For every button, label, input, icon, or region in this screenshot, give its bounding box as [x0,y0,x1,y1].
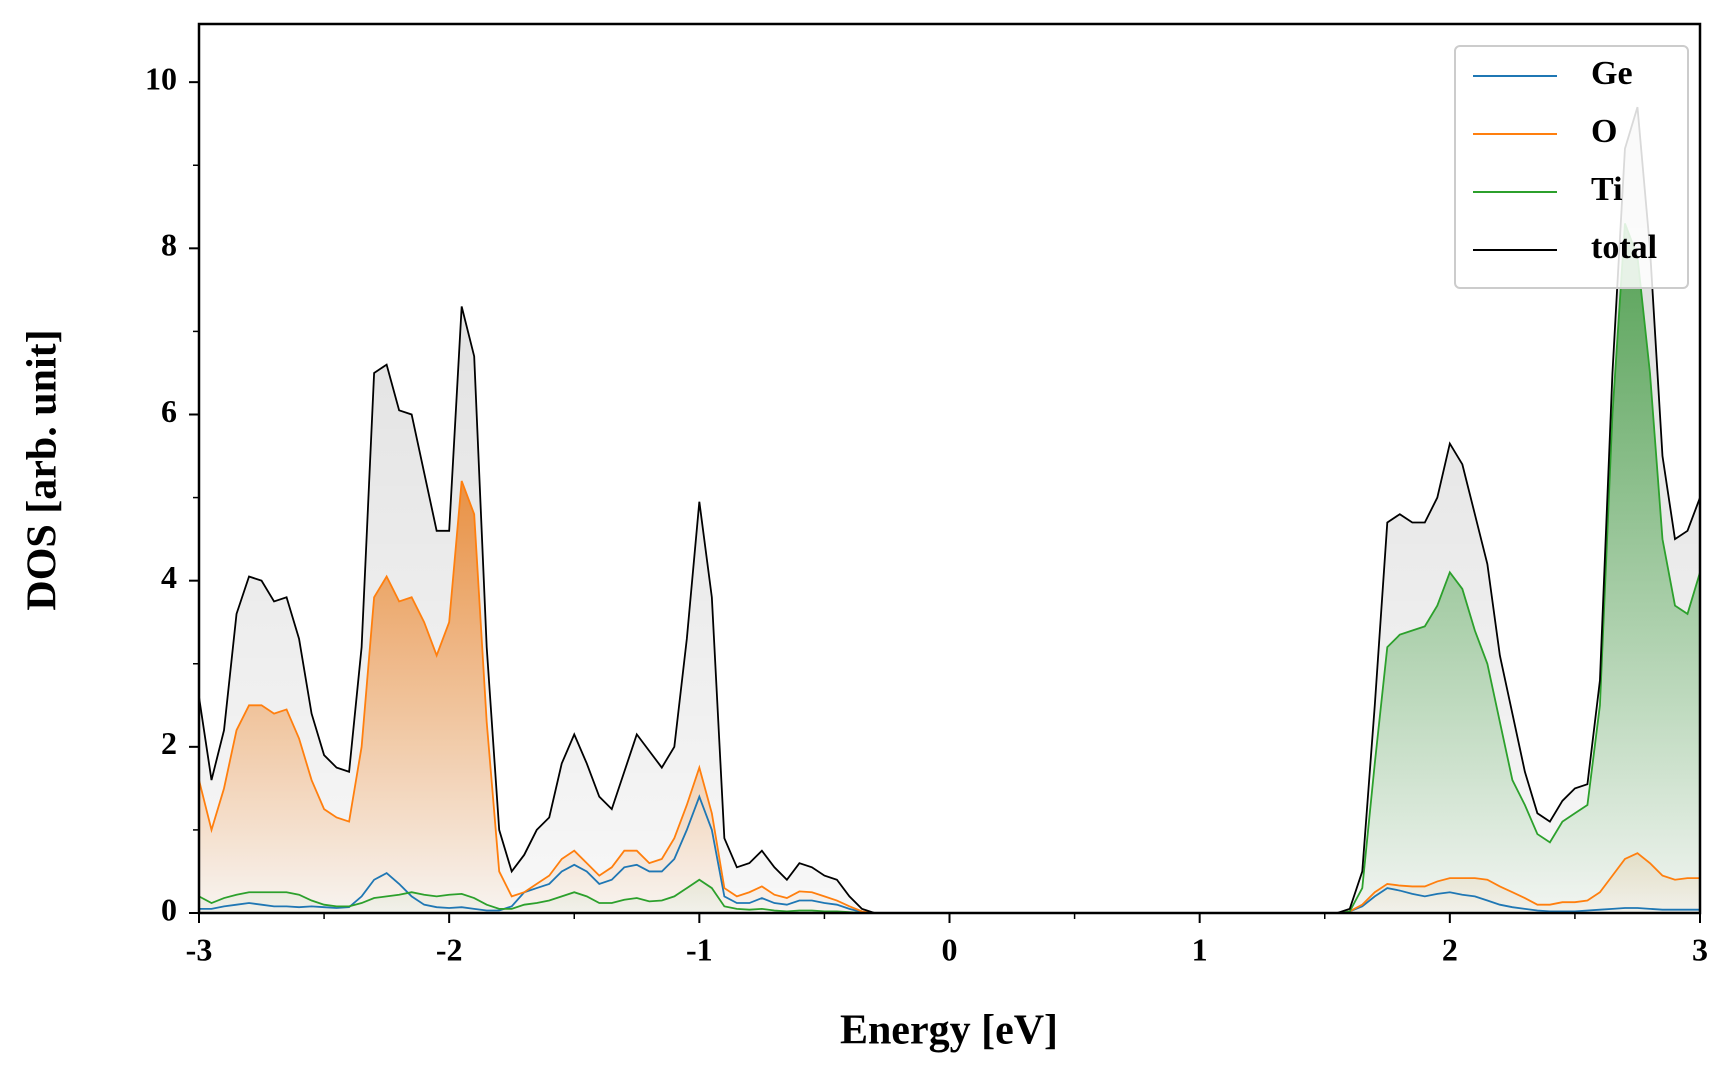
y-tick-label: 0 [161,891,177,927]
series-line [199,794,1700,914]
y-tick-label: 10 [145,61,177,97]
series-line [198,480,1700,914]
legend-label: Ti [1591,171,1623,208]
x-tick-label: -2 [436,931,463,967]
plot-area [198,106,1701,914]
area-fill [199,107,1700,914]
x-tick-label: -3 [186,931,213,967]
legend-label: O [1591,113,1617,150]
y-tick-label: 4 [161,559,177,595]
x-tick-label: 0 [942,931,958,967]
x-axis-label: Energy [eV] [840,1008,1058,1054]
x-tick-label: 1 [1192,931,1208,967]
series-line [198,223,1701,914]
x-tick-label: 3 [1692,931,1708,967]
y-tick-label: 2 [161,725,177,761]
x-tick-label: -1 [686,931,713,967]
legend-box [1454,45,1689,289]
y-tick-label: 8 [161,227,177,263]
legend: Ge O Ti total [1454,45,1689,289]
series-line [198,106,1701,914]
legend-label: total [1591,229,1657,266]
y-tick-label: 6 [161,393,177,429]
legend-label: Ge [1591,55,1633,92]
y-axis-label: DOS [arb. unit] [20,329,66,610]
x-tick-label: 2 [1442,931,1458,967]
